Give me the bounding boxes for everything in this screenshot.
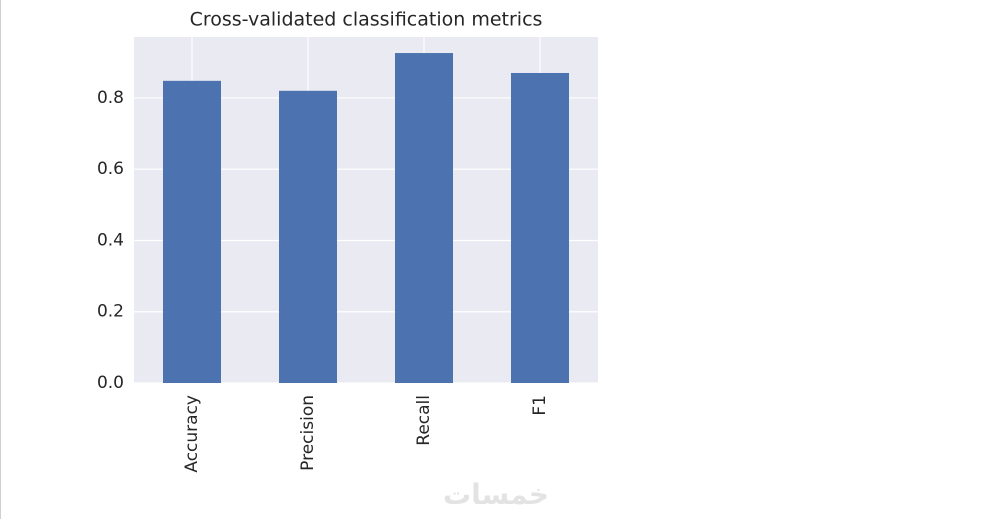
y-tick-label: 0.4	[97, 230, 124, 250]
x-tick-label: Recall	[414, 395, 434, 446]
chart-title: Cross-validated classification metrics	[190, 9, 543, 31]
bar	[395, 53, 453, 384]
bar	[279, 90, 337, 383]
x-tick-label: F1	[530, 395, 550, 416]
x-tick-label: Accuracy	[182, 395, 202, 473]
bar	[163, 80, 221, 383]
y-tick-label: 0.8	[97, 88, 124, 108]
y-tick-label: 0.0	[97, 373, 124, 393]
watermark: خمسات	[443, 478, 549, 511]
y-tick-label: 0.2	[97, 302, 124, 322]
y-tick-label: 0.6	[97, 159, 124, 179]
bar	[511, 72, 569, 384]
x-tick-label: Precision	[298, 395, 318, 471]
